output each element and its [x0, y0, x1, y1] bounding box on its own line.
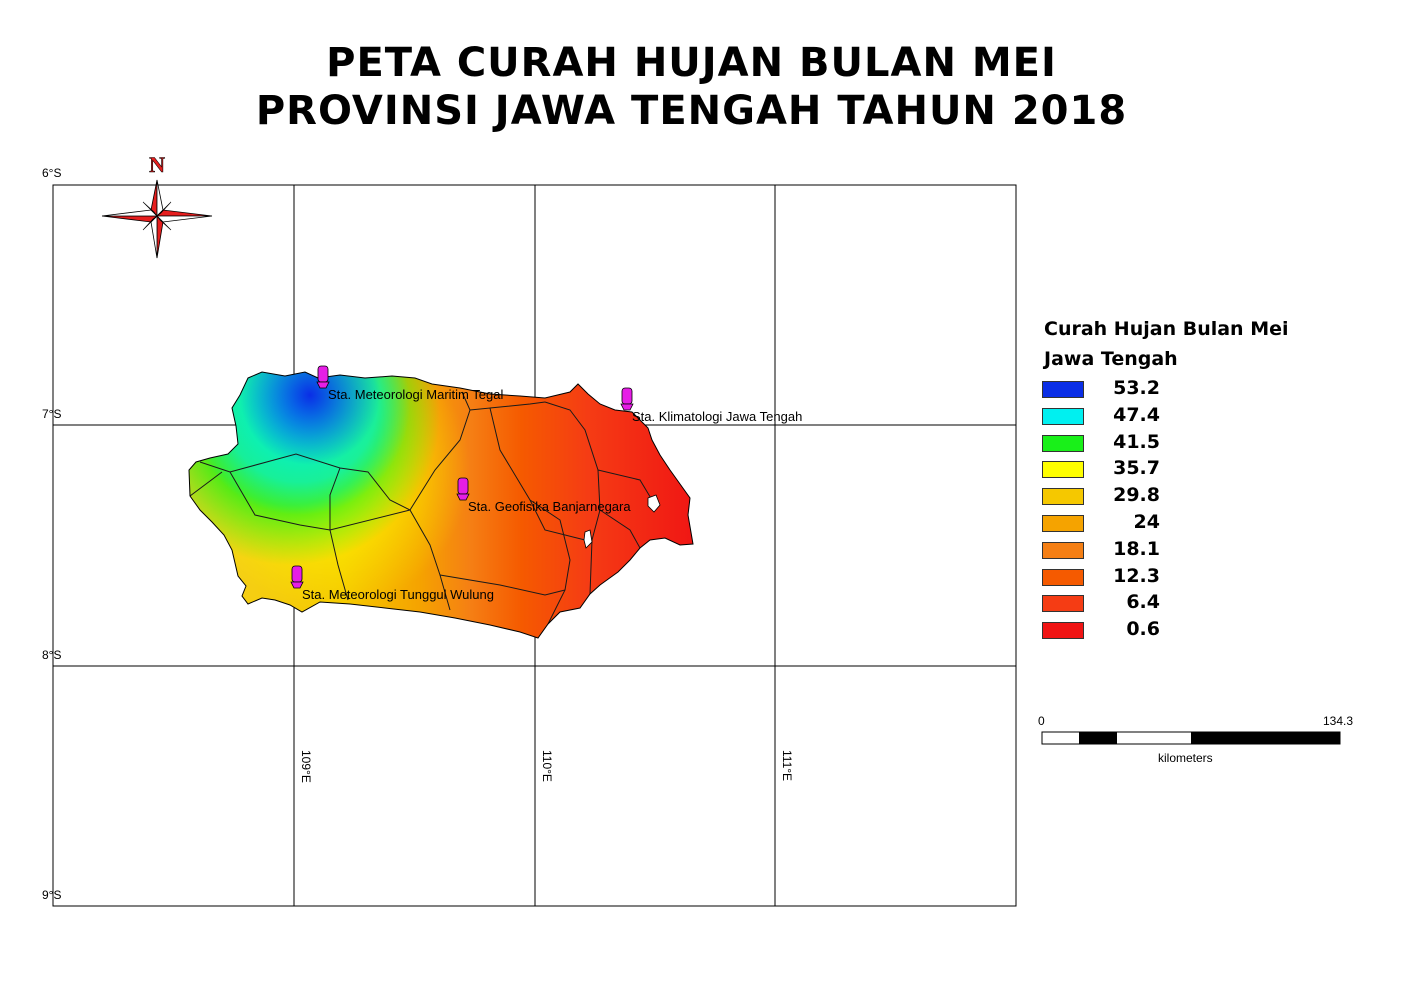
- north-arrow-icon: N: [101, 152, 213, 259]
- legend-title: Curah Hujan Bulan Mei: [1044, 318, 1289, 340]
- station-marker-tegal[interactable]: Sta. Meteorologi Maritim Tegal: [316, 365, 503, 402]
- legend-swatch: [1042, 407, 1084, 425]
- scale-bar: [1041, 731, 1341, 745]
- legend-item: 24: [1042, 511, 1242, 534]
- legend-item: 6.4: [1042, 591, 1242, 614]
- legend-label: 53.2: [1113, 377, 1160, 399]
- legend-label: 29.8: [1113, 484, 1160, 507]
- lat-label-6s: 6°S: [42, 166, 62, 180]
- legend-swatch: [1042, 434, 1084, 452]
- legend-label: 24: [1133, 511, 1160, 533]
- station-label-banjarnegara: Sta. Geofisika Banjarnegara: [468, 499, 631, 514]
- lon-label-109e: 109°E: [299, 750, 313, 783]
- north-label: N: [149, 152, 165, 177]
- legend-item: 35.7: [1042, 457, 1242, 480]
- legend-swatch: [1042, 568, 1084, 586]
- legend-label: 47.4: [1113, 403, 1160, 426]
- legend-item: 12.3: [1042, 564, 1242, 588]
- legend-label: 0.6: [1126, 618, 1160, 641]
- lon-label-110e: 110°E: [540, 750, 554, 782]
- legend-item: 41.5: [1042, 430, 1242, 454]
- legend-item: 18.1: [1042, 537, 1242, 561]
- legend-label: 35.7: [1113, 457, 1160, 480]
- station-marker-tunggul-wulung[interactable]: Sta. Meteorologi Tunggul Wulung: [290, 565, 494, 602]
- lat-label-8s: 8°S: [42, 648, 62, 662]
- legend-swatch: [1042, 461, 1084, 479]
- legend-swatch: [1042, 541, 1084, 559]
- stations-layer: Sta. Meteorologi Maritim Tegal Sta. Klim…: [290, 365, 802, 602]
- district-boundaries: [189, 391, 653, 625]
- legend-label: 6.4: [1126, 591, 1160, 614]
- lat-label-7s: 7°S: [42, 407, 62, 421]
- lon-label-111e: 111°E: [780, 750, 794, 782]
- station-label-tunggul-wulung: Sta. Meteorologi Tunggul Wulung: [302, 587, 494, 602]
- scale-unit-label: kilometers: [1158, 751, 1213, 765]
- rainfall-surface: [189, 372, 693, 638]
- legend-swatch: [1042, 488, 1084, 506]
- station-label-tegal: Sta. Meteorologi Maritim Tegal: [328, 387, 503, 402]
- legend-swatch: [1042, 595, 1084, 613]
- legend-swatch: [1042, 515, 1084, 532]
- scale-end-label: 134.3: [1323, 714, 1354, 728]
- station-marker-klimatologi[interactable]: Sta. Klimatologi Jawa Tengah: [620, 387, 802, 424]
- legend-swatch: [1042, 622, 1084, 640]
- map-title-line-2: PROVINSI JAWA TENGAH TAHUN 2018: [255, 88, 1128, 134]
- lat-label-9s: 9°S: [42, 888, 62, 902]
- scale-start-label: 0: [1038, 714, 1045, 728]
- legend-label: 12.3: [1113, 564, 1160, 587]
- legend-swatch: [1042, 381, 1084, 398]
- legend-label: 41.5: [1113, 430, 1160, 453]
- station-label-klimatologi: Sta. Klimatologi Jawa Tengah: [632, 409, 802, 424]
- legend-item: 53.2: [1042, 377, 1242, 400]
- legend-item: 0.6: [1042, 618, 1242, 641]
- station-marker-banjarnegara[interactable]: Sta. Geofisika Banjarnegara: [456, 477, 631, 514]
- legend-label: 18.1: [1113, 537, 1160, 560]
- map-title-line-1: PETA CURAH HUJAN BULAN MEI: [326, 40, 1057, 86]
- legend-item: 47.4: [1042, 403, 1242, 427]
- legend-item: 29.8: [1042, 484, 1242, 507]
- legend-subtitle: Jawa Tengah: [1044, 348, 1178, 370]
